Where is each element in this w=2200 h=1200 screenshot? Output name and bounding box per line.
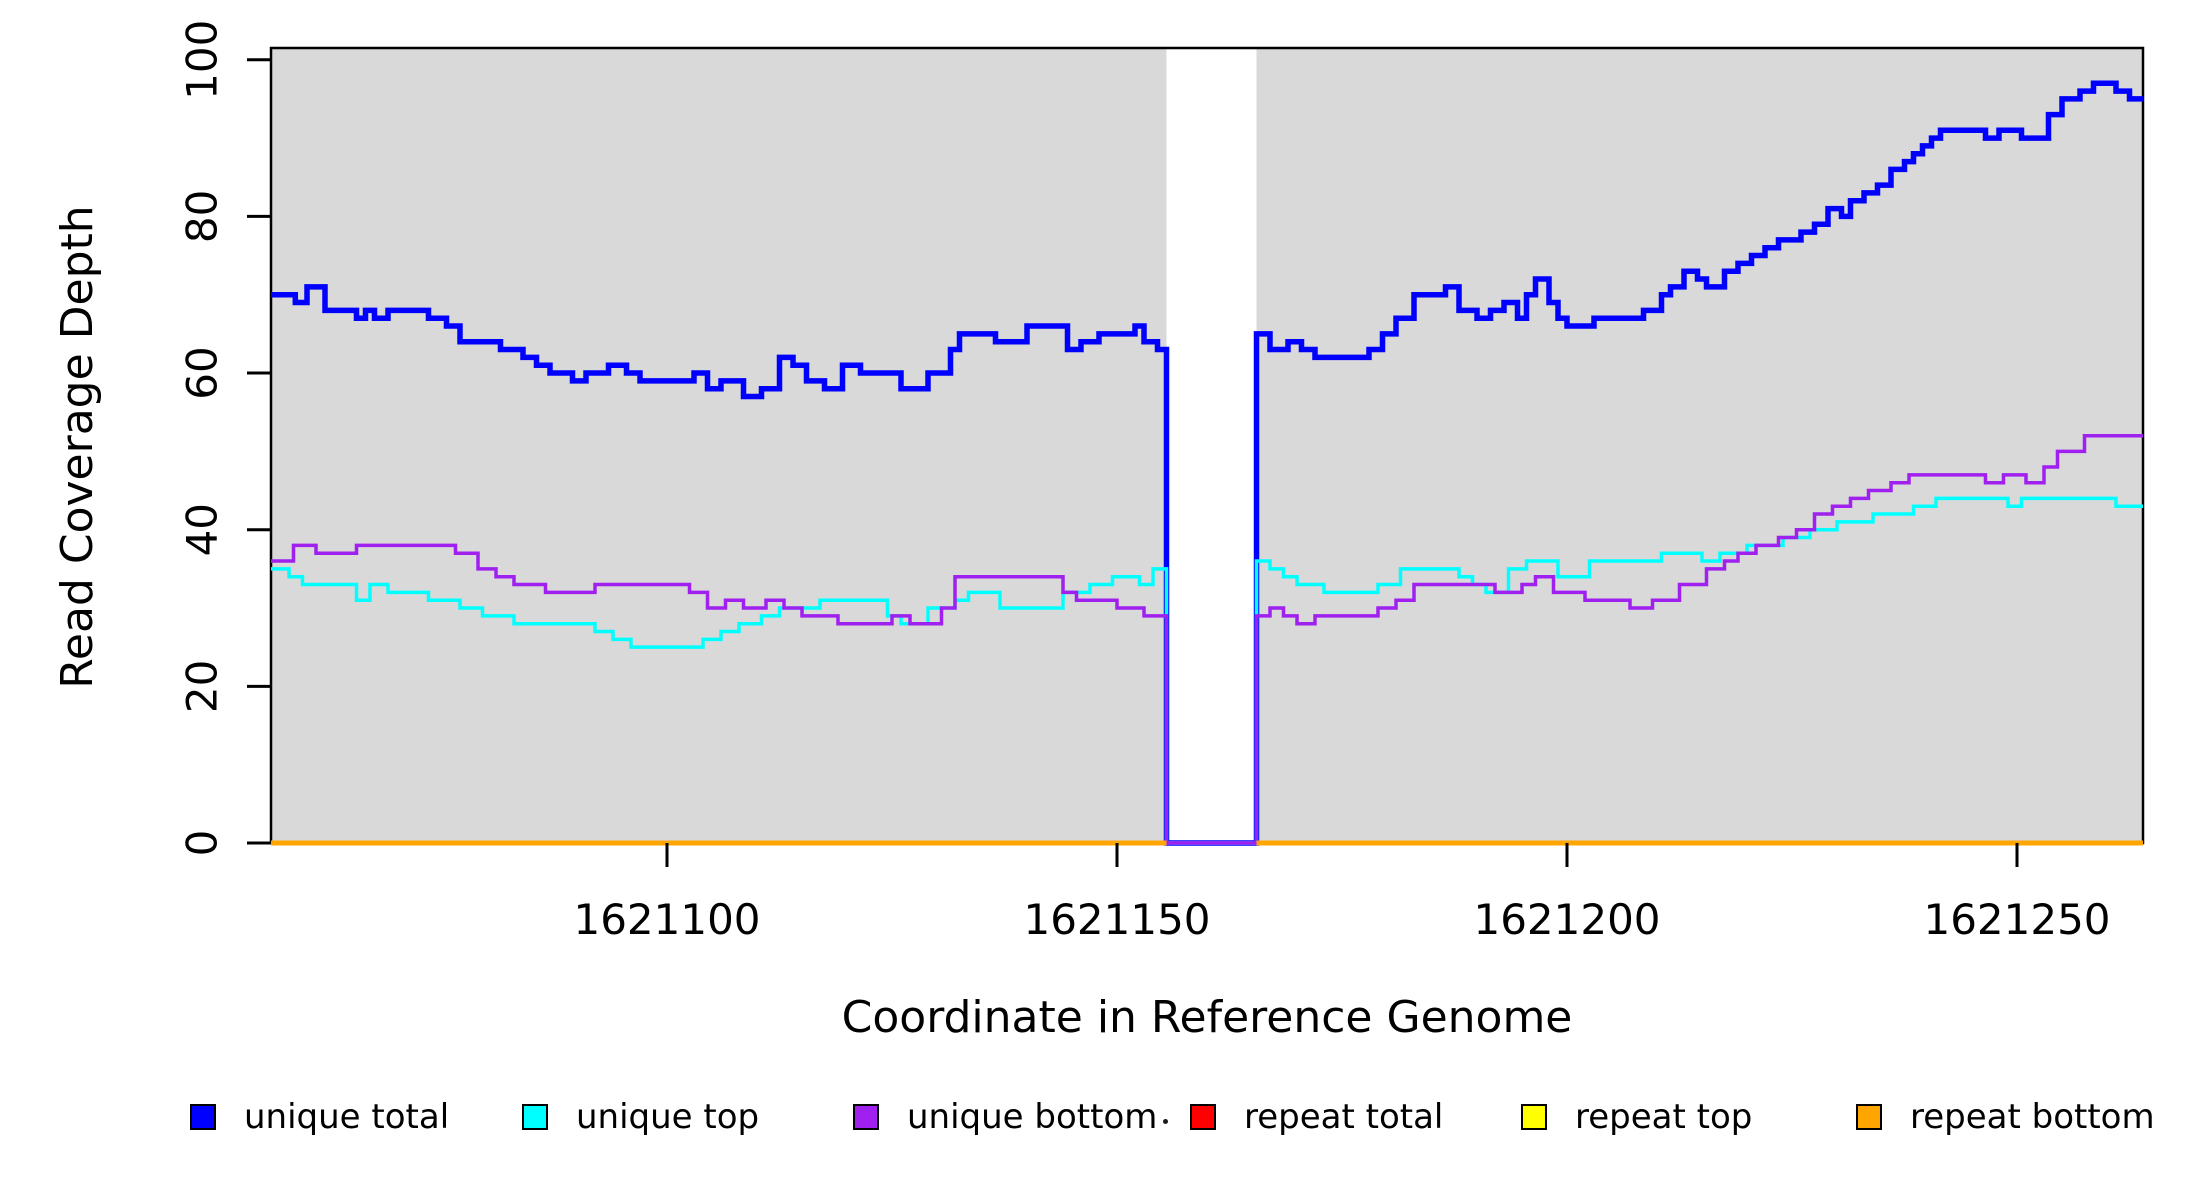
y-tick-label: 40 [178, 503, 227, 556]
legend-swatch-unique-top [522, 1104, 548, 1130]
legend-item-unique-top: unique top [522, 1097, 759, 1137]
legend-label-unique-top: unique top [576, 1097, 760, 1137]
x-axis-title: Coordinate in Reference Genome [841, 992, 1573, 1043]
legend-label-unique-bottom: unique bottom [907, 1097, 1158, 1137]
legend-swatch-repeat-total [1190, 1104, 1216, 1130]
legend-label-repeat-top: repeat top [1575, 1097, 1753, 1137]
legend-swatch-repeat-bottom [1856, 1104, 1882, 1130]
y-tick-label: 60 [178, 346, 227, 399]
legend-label-repeat-total: repeat total [1244, 1097, 1444, 1137]
legend-item-repeat-top: repeat top [1521, 1097, 1752, 1137]
masked-region-band [1166, 48, 1257, 843]
legend: unique total unique top unique bottom repea… [0, 1097, 2200, 1141]
legend-item-repeat-total: repeat total [1190, 1097, 1443, 1137]
series-line-unique-top [271, 496, 2143, 845]
legend-swatch-unique-bottom [853, 1104, 879, 1130]
series-line-unique-bottom [271, 433, 2143, 845]
y-axis-title: Read Coverage Depth [52, 205, 103, 689]
legend-label-repeat-bottom: repeat bottom [1910, 1097, 2155, 1137]
legend-item-repeat-bottom: repeat bottom [1856, 1097, 2155, 1137]
x-tick-label: 1621250 [1923, 895, 2110, 944]
stray-dot [1163, 1119, 1168, 1124]
y-tick-label: 100 [178, 20, 227, 100]
series-line-unique-total [271, 80, 2143, 846]
y-tick-label: 0 [178, 830, 227, 857]
y-tick-label: 20 [178, 660, 227, 713]
legend-item-unique-total: unique total [190, 1097, 449, 1137]
y-tick-label: 80 [178, 190, 227, 243]
legend-item-unique-bottom: unique bottom [853, 1097, 1157, 1137]
x-tick-label: 1621100 [573, 895, 760, 944]
x-tick-label: 1621150 [1023, 895, 1210, 944]
legend-swatch-repeat-top [1521, 1104, 1547, 1130]
legend-label-unique-total: unique total [244, 1097, 450, 1137]
legend-swatch-unique-total [190, 1104, 216, 1130]
x-tick-label: 1621200 [1473, 895, 1660, 944]
